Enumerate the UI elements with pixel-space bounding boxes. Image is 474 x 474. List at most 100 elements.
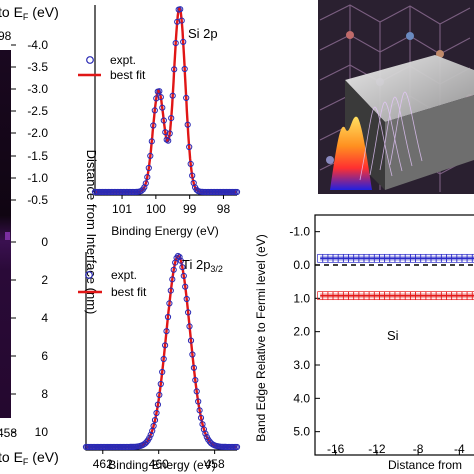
expt-point bbox=[160, 117, 167, 124]
expt-point bbox=[182, 283, 189, 290]
expt-point bbox=[189, 172, 196, 179]
spectral-traces bbox=[359, 91, 423, 181]
si-curves bbox=[91, 6, 241, 196]
expt-point bbox=[163, 136, 170, 143]
heatmap-bright-spot bbox=[5, 232, 10, 240]
expt-point bbox=[178, 17, 185, 24]
x-tick-label: 101 bbox=[112, 202, 132, 216]
expt-point bbox=[190, 364, 197, 371]
fit-curve bbox=[86, 254, 237, 449]
band-data-marker bbox=[471, 291, 474, 301]
band-y-tick-label: -1.0 bbox=[289, 225, 310, 239]
expt-point bbox=[163, 328, 170, 335]
expt-point bbox=[156, 88, 163, 95]
expt-point bbox=[195, 398, 202, 405]
expt-point bbox=[176, 253, 183, 261]
expt-point bbox=[185, 309, 192, 316]
expt-point bbox=[183, 94, 190, 102]
expt-point bbox=[193, 388, 200, 395]
expt-point bbox=[168, 115, 175, 122]
expt-point bbox=[165, 137, 172, 144]
expt-point bbox=[166, 300, 173, 307]
expt-point bbox=[167, 287, 174, 294]
band-x-tick-label: -16 bbox=[327, 442, 345, 456]
x-tick-label: 460 bbox=[149, 457, 169, 471]
expt-point bbox=[157, 380, 164, 388]
expt-point bbox=[159, 104, 166, 111]
strip-tick-label: -3.0 bbox=[27, 82, 48, 96]
expt-point bbox=[197, 414, 205, 421]
band-y-tick-label: 2.0 bbox=[293, 325, 310, 339]
expt-point bbox=[145, 164, 152, 172]
expt-point bbox=[177, 6, 184, 13]
strip-tick-label: 4 bbox=[41, 311, 48, 325]
strip-tick-label: -0.5 bbox=[27, 193, 48, 207]
strip-tick-label: -1.5 bbox=[27, 149, 48, 163]
band-y-ticks: -1.0 0.0 1.0 2.0 3.0 4.0 5.0 bbox=[289, 225, 320, 439]
expt-point bbox=[138, 187, 145, 194]
top-energy-value: 98 bbox=[0, 29, 12, 43]
expt-point bbox=[187, 337, 195, 344]
si-legend-fit: best fit bbox=[110, 68, 146, 82]
band-data-marker bbox=[471, 253, 474, 263]
expt-point bbox=[184, 121, 191, 128]
slab-front bbox=[385, 95, 474, 190]
si-legend-expt: expt. bbox=[110, 53, 136, 67]
x-tick-label: 99 bbox=[183, 202, 197, 216]
band-plot-frame bbox=[314, 214, 474, 456]
band-y-tick-label: 3.0 bbox=[293, 358, 310, 372]
band-x-tick-label: -12 bbox=[368, 442, 386, 456]
expt-point bbox=[233, 188, 241, 196]
band-x-tick-label: -4 bbox=[454, 442, 465, 456]
crystal-illustration bbox=[318, 0, 474, 194]
expt-point bbox=[179, 264, 186, 271]
left-strip-panel: to EF (eV) 98 -4.0 -3.5 -3.0 -2.5 -2.0 -1.5 -1… bbox=[0, 4, 99, 467]
x-tick-label: 462 bbox=[93, 457, 113, 471]
band-y-tick-label: 5.0 bbox=[293, 425, 310, 439]
si-x-ticks: 101 100 99 98 bbox=[112, 195, 230, 216]
strip-tick-label: -2.5 bbox=[27, 104, 48, 118]
ti-xlabel: Binding Energy (eV) bbox=[108, 458, 215, 472]
x-tick-label: 458 bbox=[205, 457, 225, 471]
strip-tick-label: 2 bbox=[41, 273, 48, 287]
expt-point bbox=[156, 391, 163, 398]
band-series bbox=[315, 253, 474, 301]
expt-point bbox=[143, 439, 150, 446]
bottom-energy-value: 458 bbox=[0, 426, 17, 440]
ti-curves bbox=[82, 252, 241, 451]
expt-point bbox=[141, 184, 148, 191]
band-annotation-si: Si bbox=[387, 328, 399, 343]
band-y-tick-label: 4.0 bbox=[293, 391, 310, 405]
expt-point bbox=[162, 342, 169, 349]
si-2p-panel: 101 100 99 98 Si 2p expt. best fit Binding … bbox=[78, 5, 241, 238]
si-title: Si 2p bbox=[188, 26, 218, 41]
expt-point bbox=[180, 272, 187, 279]
expt-point bbox=[233, 443, 241, 451]
expt-point bbox=[171, 66, 178, 73]
expt-point bbox=[200, 426, 207, 433]
strip-tick-label: -3.5 bbox=[27, 60, 48, 74]
expt-point bbox=[166, 130, 173, 137]
expt-point bbox=[160, 355, 167, 363]
slab-top bbox=[345, 55, 474, 122]
band-x-ticks: -16 -12 -8 -4 bbox=[327, 442, 465, 456]
si-legend-expt-marker bbox=[86, 56, 94, 64]
strip-y-ticks: -4.0 -3.5 -3.0 -2.5 -2.0 -1.5 -1.0 -0.5 0 2 4 6 8 10 bbox=[11, 38, 48, 439]
expt-point bbox=[164, 313, 172, 321]
expt-point bbox=[147, 431, 154, 438]
strip-tick-label: 0 bbox=[41, 235, 48, 249]
strip-tick-label: 6 bbox=[41, 349, 48, 363]
ti-2p-panel: 462 460 458 Ti 2p3/2 expt. best fit Bindin… bbox=[78, 252, 241, 472]
expt-point bbox=[189, 351, 196, 358]
expt-point bbox=[172, 40, 179, 47]
expt-point bbox=[174, 252, 182, 260]
expt-point bbox=[202, 430, 209, 437]
expt-point bbox=[181, 65, 188, 73]
ti-legend-expt-marker bbox=[85, 271, 93, 279]
expt-point bbox=[146, 434, 153, 441]
expt-point bbox=[159, 368, 166, 376]
expt-point bbox=[144, 174, 151, 181]
bottom-energy-label: to EF (eV) bbox=[0, 449, 59, 467]
band-y-tick-label: 1.0 bbox=[293, 291, 310, 305]
expt-point bbox=[187, 160, 194, 167]
